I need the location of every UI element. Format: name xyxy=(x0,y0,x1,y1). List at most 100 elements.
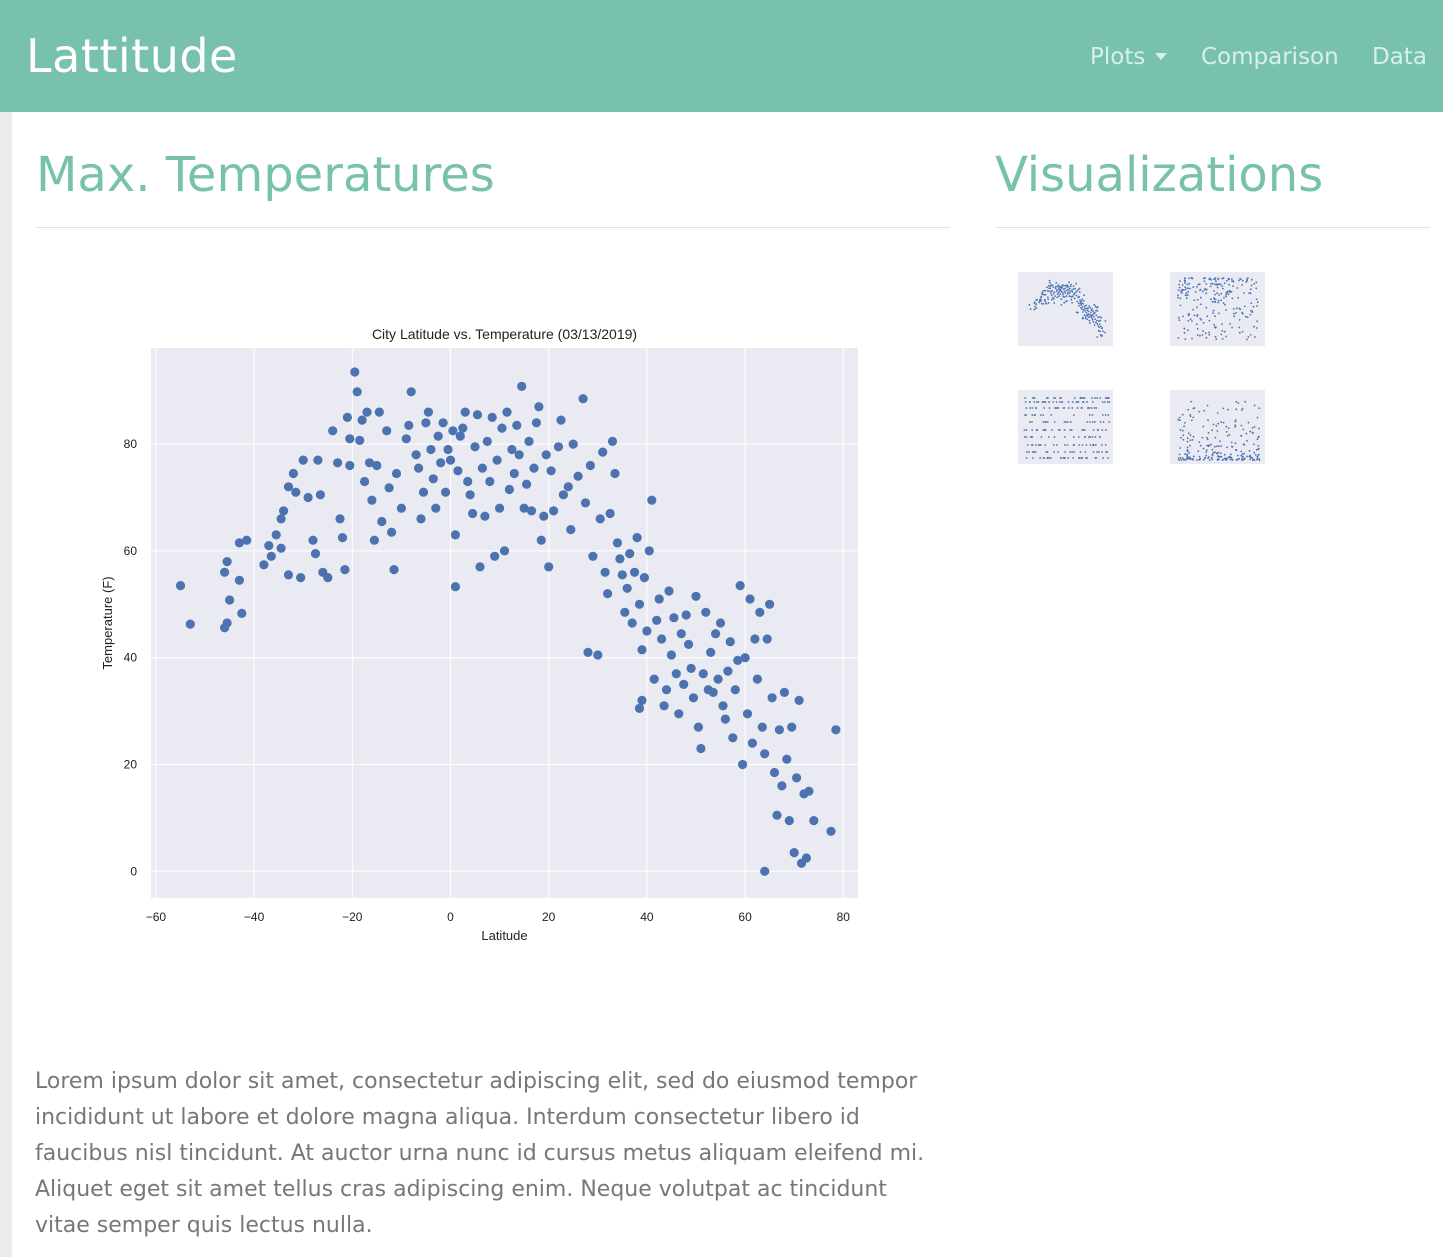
thumbnail-point xyxy=(1064,292,1067,294)
data-point xyxy=(659,701,669,711)
thumbnail-point xyxy=(1094,436,1097,438)
thumbnail-point xyxy=(1029,407,1031,409)
thumbnail-max-temperature[interactable] xyxy=(1012,268,1115,352)
thumbnail-point xyxy=(1098,320,1100,322)
thumbnail-point xyxy=(1187,329,1189,332)
thumbnail-point xyxy=(1178,319,1181,322)
thumbnail-point xyxy=(1088,305,1091,307)
nav-comparison-link[interactable]: Comparison xyxy=(1201,44,1339,70)
data-point xyxy=(634,599,645,609)
thumbnail-point xyxy=(1217,312,1220,315)
thumbnail-point xyxy=(1096,309,1099,312)
thumbnail-point xyxy=(1196,306,1198,309)
thumbnail-point xyxy=(1056,444,1058,446)
thumbnail-point xyxy=(1077,436,1080,438)
thumbnail-point xyxy=(1215,338,1218,340)
thumbnail-point xyxy=(1212,451,1215,454)
thumbnail-point xyxy=(1179,456,1182,459)
data-point xyxy=(544,562,554,572)
thumbnail-point xyxy=(1210,443,1212,446)
thumbnail-point xyxy=(1078,295,1081,298)
data-point xyxy=(335,514,345,524)
thumbnail-point xyxy=(1101,327,1104,329)
thumbnail-point xyxy=(1055,407,1057,409)
thumbnail-point xyxy=(1184,453,1186,456)
x-tick-label: −20 xyxy=(342,910,363,924)
thumbnail-point xyxy=(1086,315,1089,317)
thumbnail-point xyxy=(1073,414,1075,416)
data-point xyxy=(693,722,704,732)
thumbnail-point xyxy=(1069,429,1072,431)
thumbnail-point xyxy=(1063,421,1066,423)
thumbnail-point xyxy=(1075,294,1078,297)
thumbnail-point xyxy=(1200,296,1202,299)
data-point xyxy=(610,468,620,479)
thumbnail-point xyxy=(1230,453,1232,456)
thumbnail-point xyxy=(1255,287,1258,290)
thumbnail-point xyxy=(1257,447,1260,450)
thumbnail-point xyxy=(1095,309,1097,312)
thumbnail-point xyxy=(1049,457,1052,459)
thumbnail-point xyxy=(1226,446,1228,449)
data-point xyxy=(598,447,608,457)
thumbnail-point xyxy=(1183,425,1185,428)
thumbnail-point xyxy=(1060,304,1063,306)
thumbnail-point xyxy=(1227,277,1230,280)
nav-plots-dropdown[interactable]: Plots xyxy=(1090,42,1168,72)
data-point xyxy=(465,490,475,500)
thumbnail-point xyxy=(1243,444,1246,446)
thumbnail-point xyxy=(1031,407,1034,409)
thumbnail-point xyxy=(1221,459,1224,461)
thumbnail-point xyxy=(1098,323,1101,326)
data-point xyxy=(404,420,414,430)
thumbnail-point xyxy=(1069,421,1072,423)
thumbnail-point xyxy=(1205,306,1208,309)
thumbnail-cloudiness[interactable] xyxy=(1012,386,1115,470)
thumbnail-point xyxy=(1235,307,1238,310)
thumbnail-point xyxy=(1198,283,1201,286)
thumbnail-point xyxy=(1098,326,1101,329)
thumbnail-point xyxy=(1092,444,1095,446)
thumbnail-point xyxy=(1054,287,1057,290)
thumbnail-point xyxy=(1067,285,1070,288)
thumbnail-point xyxy=(1081,429,1084,431)
thumbnail-point xyxy=(1228,433,1231,436)
thumbnail-wind-speed[interactable] xyxy=(1164,386,1267,470)
data-point xyxy=(423,407,433,417)
thumbnail-point xyxy=(1092,315,1095,318)
thumbnail-point xyxy=(1217,451,1220,454)
thumbnail-point xyxy=(1050,284,1052,287)
data-point xyxy=(490,551,500,561)
data-point xyxy=(674,709,684,719)
brand-link[interactable]: Lattitude xyxy=(26,29,238,83)
thumbnail-point xyxy=(1225,459,1227,461)
thumbnail-point xyxy=(1059,293,1062,296)
thumbnail-point xyxy=(1181,284,1184,286)
nav-data-link[interactable]: Data xyxy=(1372,44,1427,70)
thumbnail-point xyxy=(1184,282,1186,284)
data-point xyxy=(495,503,505,513)
thumbnail-point xyxy=(1062,293,1064,296)
thumbnail-point xyxy=(1033,414,1036,416)
thumbnail-point xyxy=(1214,326,1217,329)
thumbnail-point xyxy=(1108,401,1111,403)
data-point xyxy=(760,749,770,759)
thumbnail-point xyxy=(1242,428,1245,431)
thumbnail-point xyxy=(1204,277,1206,280)
thumbnail-point xyxy=(1053,436,1056,438)
thumbnail-point xyxy=(1085,307,1088,310)
thumbnail-point xyxy=(1239,278,1242,281)
thumbnail-humidity[interactable] xyxy=(1164,268,1267,352)
thumbnail-point xyxy=(1227,293,1230,296)
thumbnail-point xyxy=(1246,439,1248,442)
thumbnail-point xyxy=(1179,419,1181,421)
thumbnail-point xyxy=(1244,315,1247,318)
thumbnail-point xyxy=(1053,451,1055,453)
thumbnail-point xyxy=(1256,416,1259,419)
thumbnail-point xyxy=(1208,444,1210,446)
thumbnail-point xyxy=(1053,302,1056,304)
description-paragraph: Lorem ipsum dolor sit amet, consectetur … xyxy=(35,1069,925,1238)
thumbnail-point xyxy=(1071,290,1074,293)
thumbnail-point xyxy=(1200,318,1203,321)
thumbnail-point xyxy=(1258,407,1261,410)
